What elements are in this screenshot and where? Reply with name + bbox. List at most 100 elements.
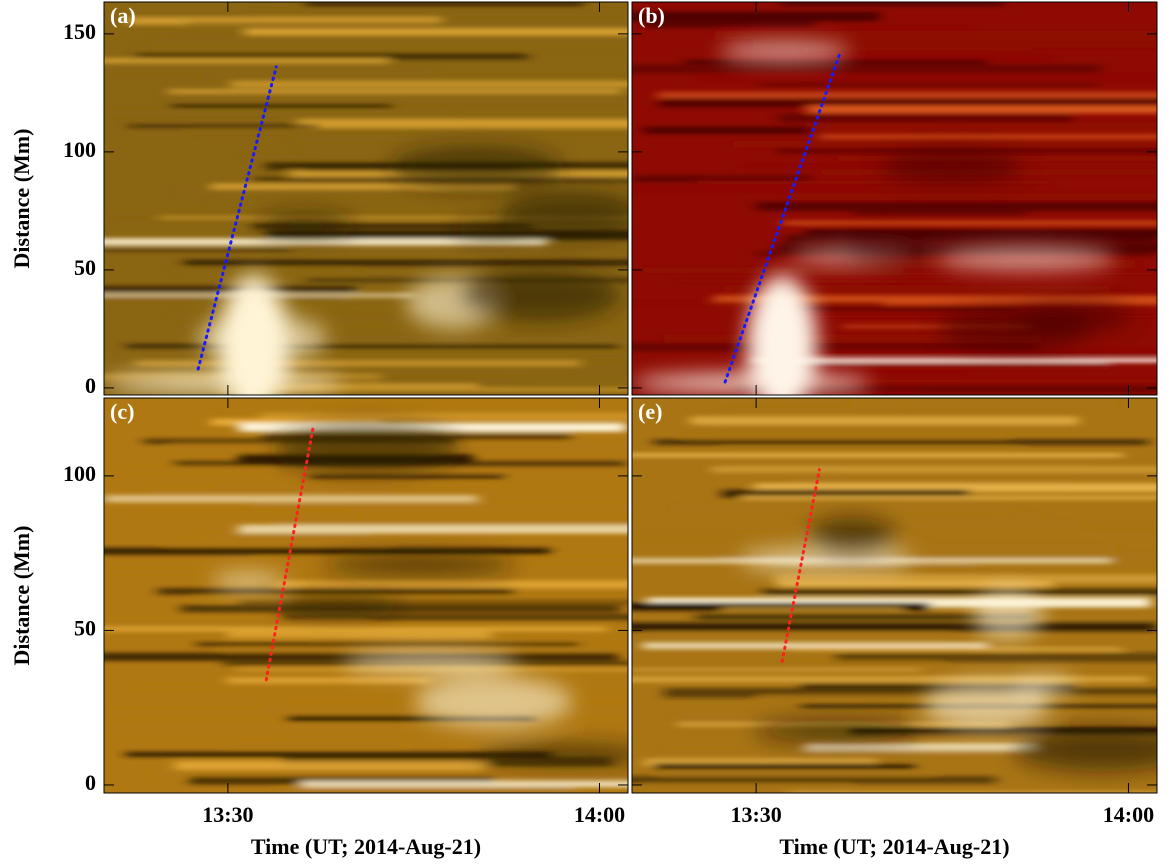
- image-stripe: [183, 259, 628, 266]
- image-stripe: [661, 771, 932, 777]
- image-stripe: [133, 685, 326, 690]
- image-stripe: [104, 296, 344, 307]
- image-stripe: [151, 37, 628, 44]
- image-stripe: [753, 39, 1157, 48]
- image-stripe: [743, 543, 1116, 553]
- image-blob: [836, 237, 931, 263]
- image-stripe: [203, 74, 618, 79]
- image-stripe: [104, 723, 529, 733]
- image-stripe: [287, 715, 536, 722]
- image-stripe: [632, 676, 1148, 683]
- image-stripe: [192, 129, 628, 135]
- image-stripe: [253, 504, 628, 513]
- image-stripe: [277, 518, 628, 526]
- image-stripe: [107, 209, 543, 216]
- image-blob: [632, 375, 872, 391]
- image-stripe: [826, 521, 1079, 530]
- image-stripe: [136, 510, 356, 517]
- x-tick-label: 13:30: [730, 802, 781, 827]
- image-stripe: [226, 677, 431, 684]
- image-stripe: [152, 769, 628, 778]
- image-stripe: [244, 28, 628, 36]
- panel-frame: [631, 1, 1158, 396]
- speed-fit-line: [196, 65, 278, 371]
- image-stripe: [230, 80, 628, 88]
- image-blob: [807, 517, 897, 558]
- image-blobs: [738, 517, 1157, 772]
- image-stripe: [765, 369, 966, 375]
- image-stripe: [718, 26, 971, 30]
- image-stripe: [664, 334, 1042, 344]
- image-stripe: [104, 495, 478, 503]
- image-stripe: [632, 11, 880, 22]
- image-stripe: [111, 732, 278, 737]
- image-stripe: [762, 588, 1157, 596]
- image-stripe: [643, 758, 877, 768]
- image-stripe: [189, 776, 495, 785]
- x-axis-label: Time (UT; 2014-Aug-21): [779, 834, 1009, 859]
- image-blob: [323, 553, 516, 577]
- image-stripe: [227, 630, 492, 639]
- image-stripe: [165, 540, 388, 547]
- image-stripe: [662, 749, 1157, 755]
- image-blob: [276, 595, 402, 614]
- image-stripe: [846, 473, 1157, 479]
- image-stripe: [241, 154, 511, 160]
- y-tick-label: 50: [74, 255, 96, 280]
- image-stripe: [806, 122, 1157, 132]
- image-blob: [880, 150, 1024, 183]
- x-tick-label: 14:00: [1103, 802, 1154, 827]
- image-stripe: [239, 599, 628, 605]
- image-stripe: [849, 727, 1157, 737]
- image-stripe: [760, 82, 1098, 87]
- image-stripe: [218, 387, 628, 392]
- image-stripe: [807, 105, 1157, 114]
- image-stripe: [632, 301, 884, 305]
- image-stripe: [778, 581, 1053, 587]
- image-stripe: [711, 426, 1080, 432]
- image-stripe: [753, 483, 1157, 493]
- image-stripe: [632, 602, 930, 611]
- image-stripe: [794, 348, 1157, 357]
- image-stripe: [646, 597, 1151, 608]
- image-stripe: [247, 383, 478, 388]
- image-stripe: [804, 742, 1041, 753]
- image-stripe: [210, 204, 628, 214]
- image-stripe: [800, 682, 1075, 689]
- panel-label: (e): [638, 399, 662, 424]
- image-stripe: [115, 466, 276, 472]
- image-texture: [632, 398, 1157, 793]
- panel-frame: [631, 397, 1158, 794]
- image-stripe: [724, 285, 1111, 292]
- image-stripe: [305, 2, 584, 7]
- image-stripe: [697, 72, 1157, 82]
- image-stripe: [774, 754, 1064, 763]
- image-stripe: [204, 533, 368, 541]
- image-stripe: [657, 91, 1157, 101]
- image-stripe: [281, 787, 574, 793]
- image-stripe: [722, 553, 1157, 561]
- image-stripe: [724, 446, 1017, 451]
- image-stripe: [135, 52, 528, 60]
- image-stripe: [777, 243, 1157, 253]
- x-tick-label: 13:30: [202, 802, 253, 827]
- image-stripe: [266, 230, 628, 240]
- image-stripe: [632, 622, 1157, 632]
- image-stripe: [800, 511, 1040, 519]
- image-stripe: [853, 211, 1027, 216]
- image-blob: [454, 222, 529, 240]
- image-stripe: [233, 406, 628, 411]
- y-tick-label: 50: [74, 615, 96, 640]
- image-stripe: [104, 619, 368, 627]
- image-stripe: [300, 780, 628, 788]
- image-stripe: [116, 570, 277, 574]
- image-stripe: [250, 353, 628, 360]
- y-tick-label: 0: [85, 373, 96, 398]
- image-stripe: [632, 342, 1039, 352]
- image-stripe: [675, 279, 955, 283]
- y-axis-label: Distance (Mm): [9, 129, 34, 269]
- image-stripe: [632, 453, 1124, 458]
- panel-label: (a): [110, 3, 136, 28]
- image-stripe: [632, 185, 867, 192]
- image-stripe: [129, 124, 319, 128]
